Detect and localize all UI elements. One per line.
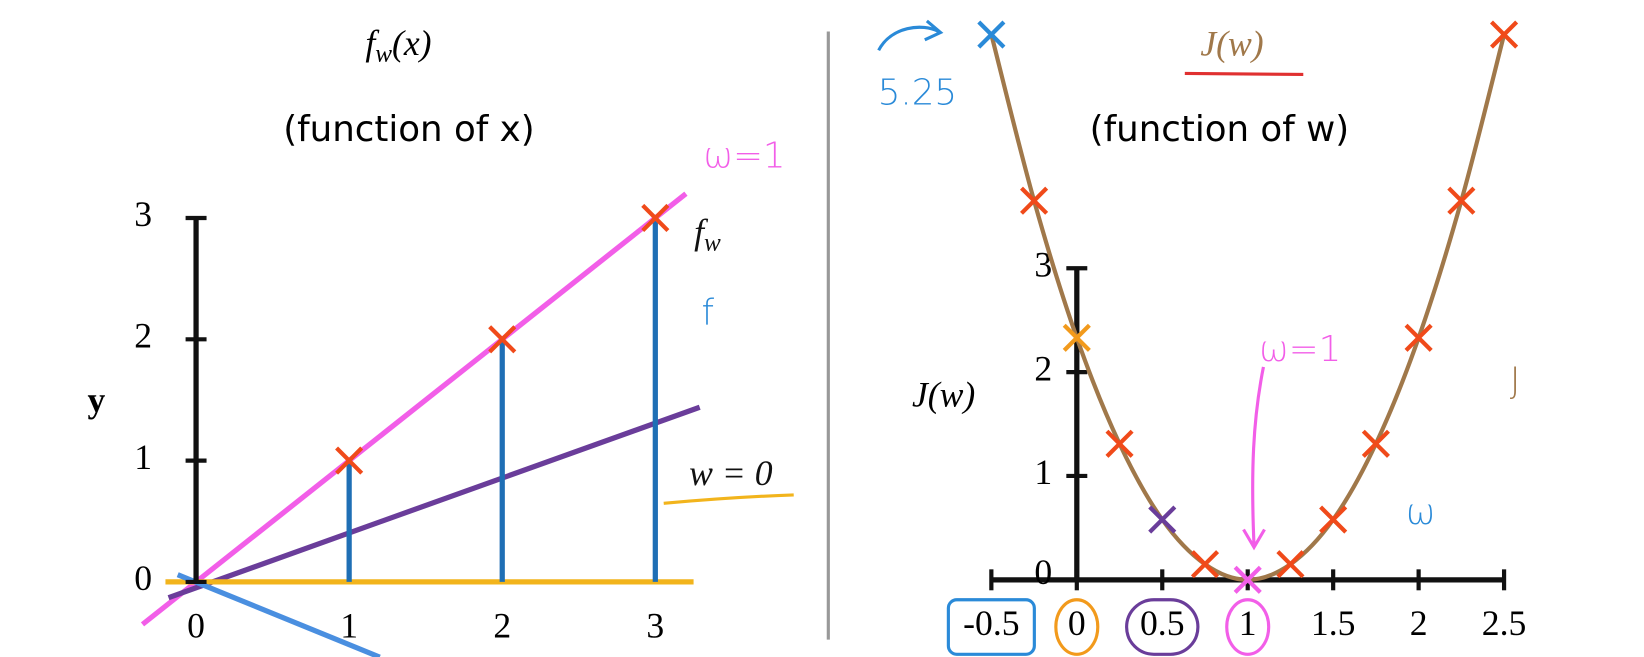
data-point — [977, 20, 1006, 49]
data-point — [1148, 505, 1177, 534]
annotation: w = 0 — [689, 453, 773, 493]
x-tick-label: -0.5 — [963, 603, 1019, 643]
x-tick-label: 2 — [1410, 603, 1428, 643]
x-tick-label: 0 — [187, 605, 205, 645]
y-tick-label: 1 — [134, 437, 152, 477]
y-axis-label: y — [88, 380, 106, 420]
data-point — [1276, 550, 1305, 579]
data-point — [1020, 186, 1049, 215]
annotation: ω — [1406, 492, 1436, 533]
y-axis-label: J(w) — [912, 375, 975, 415]
data-point — [335, 446, 364, 475]
data-point — [1447, 186, 1476, 215]
line — [140, 191, 688, 627]
annotation: 5.25 — [878, 72, 957, 113]
x-tick-label: 3 — [646, 605, 664, 645]
annotation: ω=1 — [703, 135, 785, 176]
data-point — [488, 325, 517, 354]
tick-highlight — [1225, 598, 1271, 656]
x-tick-label: 0 — [1068, 603, 1086, 643]
underline — [663, 493, 794, 505]
slide-content: fw(x) (function of x) y x 0 1 2 3 0 1 2 3 ω=1 fw f w = … — [88, 19, 1527, 657]
y-tick-label: 1 — [1034, 452, 1052, 492]
data-point — [1490, 20, 1519, 49]
annotation: J — [1510, 361, 1521, 402]
data-point — [1105, 429, 1134, 458]
data-point — [1190, 550, 1220, 579]
arrow — [877, 19, 944, 52]
annotation: f — [701, 293, 714, 334]
data-point — [1062, 323, 1091, 352]
data-point — [1233, 565, 1262, 594]
line — [176, 572, 381, 657]
chart-subtitle: (function of x) — [283, 109, 534, 150]
y-tick-label: 2 — [134, 315, 152, 355]
x-tick-label: 1 — [1239, 603, 1257, 643]
tick-highlight — [946, 598, 1036, 656]
y-tick-label: 0 — [1034, 552, 1052, 592]
arrow — [1242, 366, 1266, 551]
annotation: fw — [694, 212, 721, 256]
x-tick-label: 1.5 — [1311, 603, 1356, 643]
x-tick-label: 0.5 — [1140, 603, 1185, 643]
y-tick-label: 0 — [134, 558, 152, 598]
y-tick-label: 3 — [134, 194, 152, 234]
y-tick-label: 2 — [1034, 348, 1052, 388]
x-tick-label: 1 — [340, 605, 358, 645]
data-point — [1361, 429, 1390, 458]
title-underline — [1184, 71, 1304, 77]
chart-title: J(w) — [1200, 23, 1263, 63]
x-axis-label: x — [416, 642, 434, 657]
data-point — [641, 203, 670, 233]
x-tick-label: 2.5 — [1482, 603, 1527, 643]
tick-highlight — [1125, 598, 1200, 656]
data-point — [1404, 323, 1433, 352]
annotation: ω=1 — [1259, 329, 1341, 370]
chart-title: fw(x) — [365, 23, 431, 67]
chart-subtitle: (function of w) — [1090, 109, 1349, 150]
data-point — [1319, 505, 1348, 534]
x-tick-label: 2 — [493, 605, 511, 645]
tick-highlight — [1054, 598, 1100, 656]
line — [167, 404, 701, 601]
